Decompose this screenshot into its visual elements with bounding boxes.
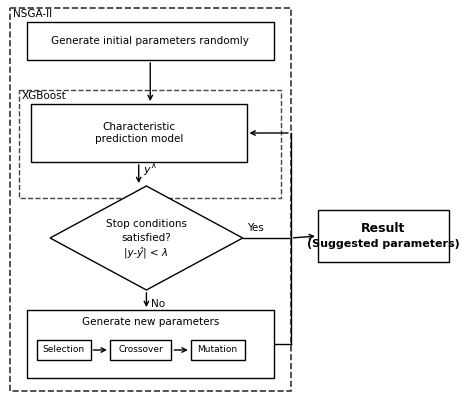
Text: NSGA-II: NSGA-II [12,9,52,19]
Text: Result: Result [361,221,406,235]
FancyBboxPatch shape [191,340,245,360]
Text: satisfied?: satisfied? [121,233,171,243]
Text: Generate initial parameters randomly: Generate initial parameters randomly [51,36,249,46]
Polygon shape [50,186,243,290]
Text: Mutation: Mutation [198,346,238,354]
FancyBboxPatch shape [27,310,273,378]
Text: No: No [151,299,165,309]
Text: Generate new parameters: Generate new parameters [82,317,219,327]
Text: Characteristic
prediction model: Characteristic prediction model [94,122,183,144]
Text: XGBoost: XGBoost [22,91,67,101]
Text: Selection: Selection [43,346,85,354]
Text: Yes: Yes [246,223,264,233]
FancyBboxPatch shape [36,340,91,360]
Text: |y-ŷ| < λ: |y-ŷ| < λ [124,246,168,258]
Text: Stop conditions: Stop conditions [106,219,187,229]
Text: (Suggested parameters): (Suggested parameters) [307,239,460,249]
FancyBboxPatch shape [27,22,273,60]
FancyBboxPatch shape [318,210,449,262]
Text: $y^{\wedge}$: $y^{\wedge}$ [143,162,156,178]
FancyBboxPatch shape [110,340,172,360]
FancyBboxPatch shape [31,104,246,162]
Text: Crossover: Crossover [118,346,163,354]
